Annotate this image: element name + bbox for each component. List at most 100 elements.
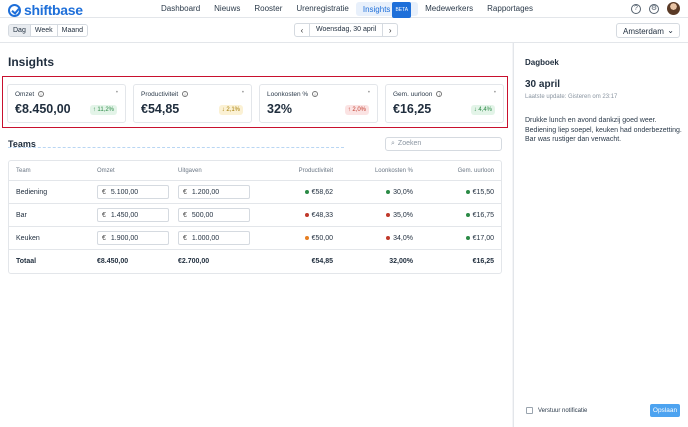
kpi-change-badge: ↑ 11,2%: [89, 105, 117, 115]
uitgaven-input[interactable]: €1.000,00: [178, 231, 250, 245]
nav-rooster[interactable]: Rooster: [254, 4, 283, 13]
gear-icon[interactable]: ⚙: [649, 3, 659, 14]
omzet-input[interactable]: €1.900,00: [97, 231, 169, 245]
col-loonkosten[interactable]: Loonkosten %: [374, 167, 413, 174]
kpi-label: Omzet i: [15, 91, 44, 98]
nav-urenregistratie[interactable]: Urenregistratie: [296, 4, 349, 13]
arrow-up-icon: ↑: [347, 107, 351, 113]
uitgaven-value: 1.200,00: [191, 188, 220, 196]
status-dot: [304, 213, 309, 217]
loonkosten-cell: 35,0%: [386, 204, 413, 226]
loonkosten-cell: 30,0%: [386, 181, 413, 203]
kpi-card-omzet[interactable]: Omzet i • €8.450,00 ↑ 11,2%: [7, 84, 126, 123]
save-button[interactable]: Opslaan: [650, 404, 680, 417]
nav-insights[interactable]: Insights BETA: [355, 2, 419, 18]
uitgaven-input[interactable]: €1.200,00: [178, 185, 250, 199]
top-navigation: shiftbase Dashboard Nieuws Rooster Urenr…: [0, 0, 688, 18]
uitgaven-cell: €1.200,00: [178, 181, 250, 203]
col-uitgaven[interactable]: Uitgaven: [178, 167, 202, 174]
beta-badge: BETA: [392, 2, 412, 18]
more-icon[interactable]: •: [367, 90, 370, 96]
uitgaven-input[interactable]: €500,00: [178, 208, 250, 222]
total-uurloon: €16,25: [472, 258, 494, 265]
kpi-card-loonkosten[interactable]: Loonkosten % i • 32% ↑ 2,0%: [259, 84, 378, 123]
more-icon[interactable]: •: [115, 90, 118, 96]
kpi-card-uurloon[interactable]: Gem. uurloon i • €16,25 ↓ 4,4%: [385, 84, 504, 123]
kpi-label: Productiviteit i: [141, 91, 189, 98]
avatar[interactable]: [667, 2, 680, 15]
status-dot: [304, 236, 309, 240]
nav-insights-label: Insights: [362, 5, 391, 14]
col-omzet[interactable]: Omzet: [97, 167, 115, 174]
insights-main: Insights Omzet i • €8.450,00 ↑ 11,2% Pro…: [0, 43, 512, 427]
notify-checkbox[interactable]: [526, 407, 533, 414]
table-header: Team Omzet Uitgaven Productiviteit Loonk…: [9, 161, 501, 181]
view-week-button[interactable]: Week: [30, 25, 58, 36]
chevron-right-icon[interactable]: ›: [388, 25, 392, 35]
loonkosten-value: 34,0%: [393, 234, 413, 242]
kpi-highlight-frame: Omzet i • €8.450,00 ↑ 11,2% Productivite…: [2, 76, 508, 128]
more-icon[interactable]: •: [241, 90, 244, 96]
view-dag-button[interactable]: Dag: [9, 25, 31, 36]
info-icon[interactable]: i: [182, 91, 189, 97]
search-input[interactable]: ⌕ Zoeken: [385, 137, 502, 151]
status-dot: [304, 190, 309, 194]
omzet-input[interactable]: €1.450,00: [97, 208, 169, 222]
shiftbase-logo[interactable]: shiftbase: [8, 2, 83, 18]
nav-rapportages[interactable]: Rapportages: [487, 4, 533, 13]
nav-medewerkers[interactable]: Medewerkers: [425, 4, 474, 13]
info-icon[interactable]: i: [436, 91, 443, 97]
productiviteit-value: €50,00: [311, 234, 333, 242]
location-select[interactable]: Amsterdam ⌄: [616, 23, 680, 38]
loonkosten-value: 30,0%: [393, 188, 413, 196]
dagboek-date: 30 april: [525, 79, 561, 90]
info-icon[interactable]: i: [312, 91, 319, 97]
help-circle-icon[interactable]: ?: [631, 3, 641, 14]
kpi-label-text: Gem. uurloon: [393, 91, 433, 98]
kpi-label-text: Loonkosten %: [267, 91, 309, 98]
logo-icon: [8, 3, 21, 17]
uitgaven-value: 1.000,00: [191, 234, 220, 242]
loonkosten-cell: 34,0%: [386, 227, 413, 249]
top-icons: ? ⚙: [631, 2, 680, 15]
omzet-input[interactable]: €5.100,00: [97, 185, 169, 199]
dagboek-textarea[interactable]: Drukke lunch en avond dankzij goed weer.…: [525, 117, 682, 143]
omzet-cell: €1.900,00: [97, 227, 169, 249]
omzet-cell: €1.450,00: [97, 204, 169, 226]
dagboek-title: Dagboek: [525, 58, 559, 67]
kpi-label-text: Productiviteit: [141, 91, 179, 98]
team-name: Bar: [16, 211, 27, 219]
kpi-value: €16,25: [393, 102, 432, 116]
logo-text: shiftbase: [24, 2, 83, 18]
teams-table: Team Omzet Uitgaven Productiviteit Loonk…: [8, 160, 502, 274]
current-date[interactable]: Woensdag, 30 april: [309, 24, 384, 36]
currency-symbol: €: [183, 188, 187, 196]
kpi-value: 32%: [267, 102, 293, 116]
view-maand-button[interactable]: Maand: [57, 25, 88, 36]
table-row: Bediening €5.100,00 €1.200,00 €58,62 30,…: [9, 181, 501, 204]
omzet-value: 1.450,00: [110, 211, 139, 219]
chevron-left-icon[interactable]: ‹: [300, 25, 304, 35]
total-label: Totaal: [16, 258, 37, 265]
col-productiviteit[interactable]: Productiviteit: [298, 167, 333, 174]
nav-dashboard[interactable]: Dashboard: [161, 4, 201, 13]
kpi-change-value: 2,1%: [226, 107, 240, 113]
kpi-change-value: 2,0%: [352, 107, 366, 113]
table-row: Bar €1.450,00 €500,00 €48,33 35,0% €16,7…: [9, 204, 501, 227]
kpi-change-value: 11,2%: [97, 107, 114, 113]
col-uurloon[interactable]: Gem. uurloon: [457, 167, 494, 174]
info-icon[interactable]: i: [37, 91, 44, 97]
page-title: Insights: [8, 55, 55, 69]
col-team[interactable]: Team: [16, 167, 31, 174]
currency-symbol: €: [183, 234, 187, 242]
kpi-label-text: Omzet: [15, 91, 35, 98]
kpi-card-productiviteit[interactable]: Productiviteit i • €54,85 ↓ 2,1%: [133, 84, 252, 123]
uurloon-value: €16,75: [472, 211, 494, 219]
currency-symbol: €: [102, 234, 106, 242]
productiviteit-cell: €58,62: [304, 181, 333, 203]
more-icon[interactable]: •: [493, 90, 496, 96]
nav-nieuws[interactable]: Nieuws: [214, 4, 241, 13]
last-update: Laatste update: Gisteren om 23:17: [525, 94, 618, 100]
notify-option[interactable]: Verstuur notificatie: [526, 407, 587, 414]
uurloon-value: €17,00: [472, 234, 494, 242]
